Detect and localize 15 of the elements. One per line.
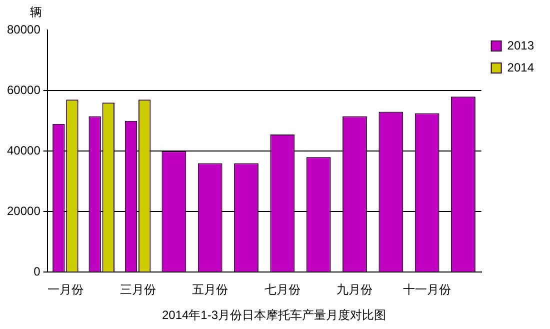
x-tick-label: 一月份 <box>47 282 84 297</box>
x-tick-label: 三月份 <box>120 282 156 297</box>
x-tick-label: 十一月份 <box>403 282 452 297</box>
x-tick-label: 九月份 <box>336 282 373 297</box>
text: 2014年1-3月份日本摩托车产量月度对比图 <box>162 308 386 322</box>
x-tick-label: 七月份 <box>264 282 300 297</box>
legend-label: 2014 <box>507 60 534 74</box>
y-tick-label: 20000 <box>6 204 41 218</box>
y-tick-label: 0 <box>34 264 41 279</box>
y-tick-label: 60000 <box>6 82 41 97</box>
y-tick-label: 40000 <box>6 143 41 158</box>
y-tick-label: 80000 <box>6 22 41 36</box>
y-axis-title: 辆 <box>30 4 42 21</box>
legend-label: 2013 <box>507 38 534 52</box>
x-tick-label: 五月份 <box>192 282 228 297</box>
